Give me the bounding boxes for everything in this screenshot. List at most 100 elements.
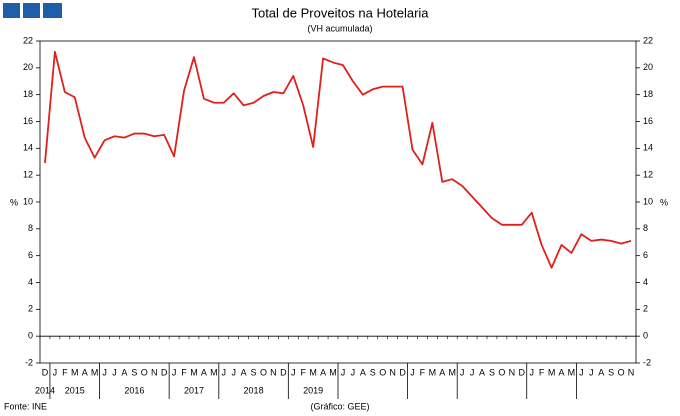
x-tick-label: M [548,367,556,377]
x-tick-label: J [53,367,58,377]
x-tick-label: D [42,367,49,377]
x-tick-label: F [181,367,187,377]
y2-tick-label: 0 [643,331,648,341]
x-tick-label: M [329,367,337,377]
x-tick-label: F [539,367,545,377]
x-tick-label: J [112,367,117,377]
logo-square [43,3,62,18]
y2-tick-label: 14 [643,143,653,153]
data-line [44,50,632,269]
x-tick-label: J [341,367,346,377]
x-tick-label: M [568,367,576,377]
x-tick-label: O [260,367,267,377]
x-tick-label: J [291,367,296,377]
y2-tick-label: 10 [643,196,653,206]
plot-frame [39,40,637,364]
x-tick-label: A [360,367,366,377]
x-tick-label: A [558,367,564,377]
x-tick-label: F [420,367,426,377]
x-tick-label: M [210,367,218,377]
x-tick-label: O [141,367,148,377]
y2-tick-label: 18 [643,89,653,99]
y-tick-label: 0 [28,331,33,341]
x-tick-label: M [71,367,79,377]
x-tick-label: S [131,367,137,377]
x-tick-label: N [270,367,277,377]
x-tick-label: A [201,367,207,377]
y2-axis-label: % [660,197,668,207]
x-tick-label: N [628,367,635,377]
x-tick-label: A [241,367,247,377]
x-tick-label: S [370,367,376,377]
x-tick-label: D [161,367,168,377]
y-tick-label: 12 [23,170,33,180]
x-tick-label: S [251,367,257,377]
x-tick-label: J [172,367,177,377]
x-tick-label: J [410,367,415,377]
year-label: 2016 [124,385,144,395]
x-tick-label: N [509,367,516,377]
chart-title: Total de Proveitos na Hotelaria [251,5,429,20]
y-tick-label: 6 [28,250,33,260]
y2-tick-label: -2 [643,357,651,367]
x-tick-label: D [519,367,526,377]
y-axis-label: % [10,197,18,207]
x-tick-label: A [121,367,127,377]
y2-tick-label: 20 [643,62,653,72]
x-tick-label: F [300,367,306,377]
year-label: 2019 [303,385,323,395]
y2-tick-label: 2 [643,304,648,314]
y-tick-label: -2 [25,357,33,367]
x-tick-label: M [190,367,198,377]
x-tick-label: M [429,367,437,377]
credit: (Gráfico: GEE) [310,401,369,411]
x-tick-label: F [62,367,68,377]
x-tick-label: O [618,367,625,377]
x-tick-label: N [151,367,158,377]
x-tick-label: O [498,367,505,377]
x-tick-label: M [309,367,317,377]
y-tick-label: 16 [23,116,33,126]
x-tick-label: A [598,367,604,377]
y2-tick-label: 12 [643,170,653,180]
x-tick-label: A [82,367,88,377]
y2-tick-label: 22 [643,35,653,45]
y2-tick-label: 8 [643,223,648,233]
x-tick-label: D [280,367,287,377]
y-tick-label: 20 [23,62,33,72]
y-tick-label: 14 [23,143,33,153]
source: Fonte: INE [4,401,47,411]
year-label: 2015 [65,385,85,395]
y-tick-label: 18 [23,89,33,99]
x-tick-label: A [479,367,485,377]
y2-tick-label: 16 [643,116,653,126]
x-tick-label: J [231,367,236,377]
x-tick-label: J [529,367,534,377]
year-label: 2018 [244,385,264,395]
x-tick-label: A [439,367,445,377]
x-tick-label: S [489,367,495,377]
x-tick-label: M [91,367,99,377]
y-tick-label: 2 [28,304,33,314]
y2-tick-label: 4 [643,277,648,287]
chart-subtitle: (VH acumulada) [307,23,372,33]
y2-tick-label: 6 [643,250,648,260]
x-tick-label: J [102,367,107,377]
x-tick-label: O [379,367,386,377]
y-tick-label: 4 [28,277,33,287]
x-tick-label: D [399,367,406,377]
x-tick-label: J [351,367,356,377]
logo-square [3,3,20,18]
logo-square [23,3,40,18]
x-tick-label: M [448,367,456,377]
y-tick-label: 22 [23,35,33,45]
y-tick-label: 8 [28,223,33,233]
year-label: 2017 [184,385,204,395]
x-tick-label: N [389,367,396,377]
x-tick-label: S [608,367,614,377]
y-tick-label: 10 [23,196,33,206]
year-label: 2014 [35,385,55,395]
x-tick-label: J [460,367,465,377]
x-tick-label: J [222,367,227,377]
